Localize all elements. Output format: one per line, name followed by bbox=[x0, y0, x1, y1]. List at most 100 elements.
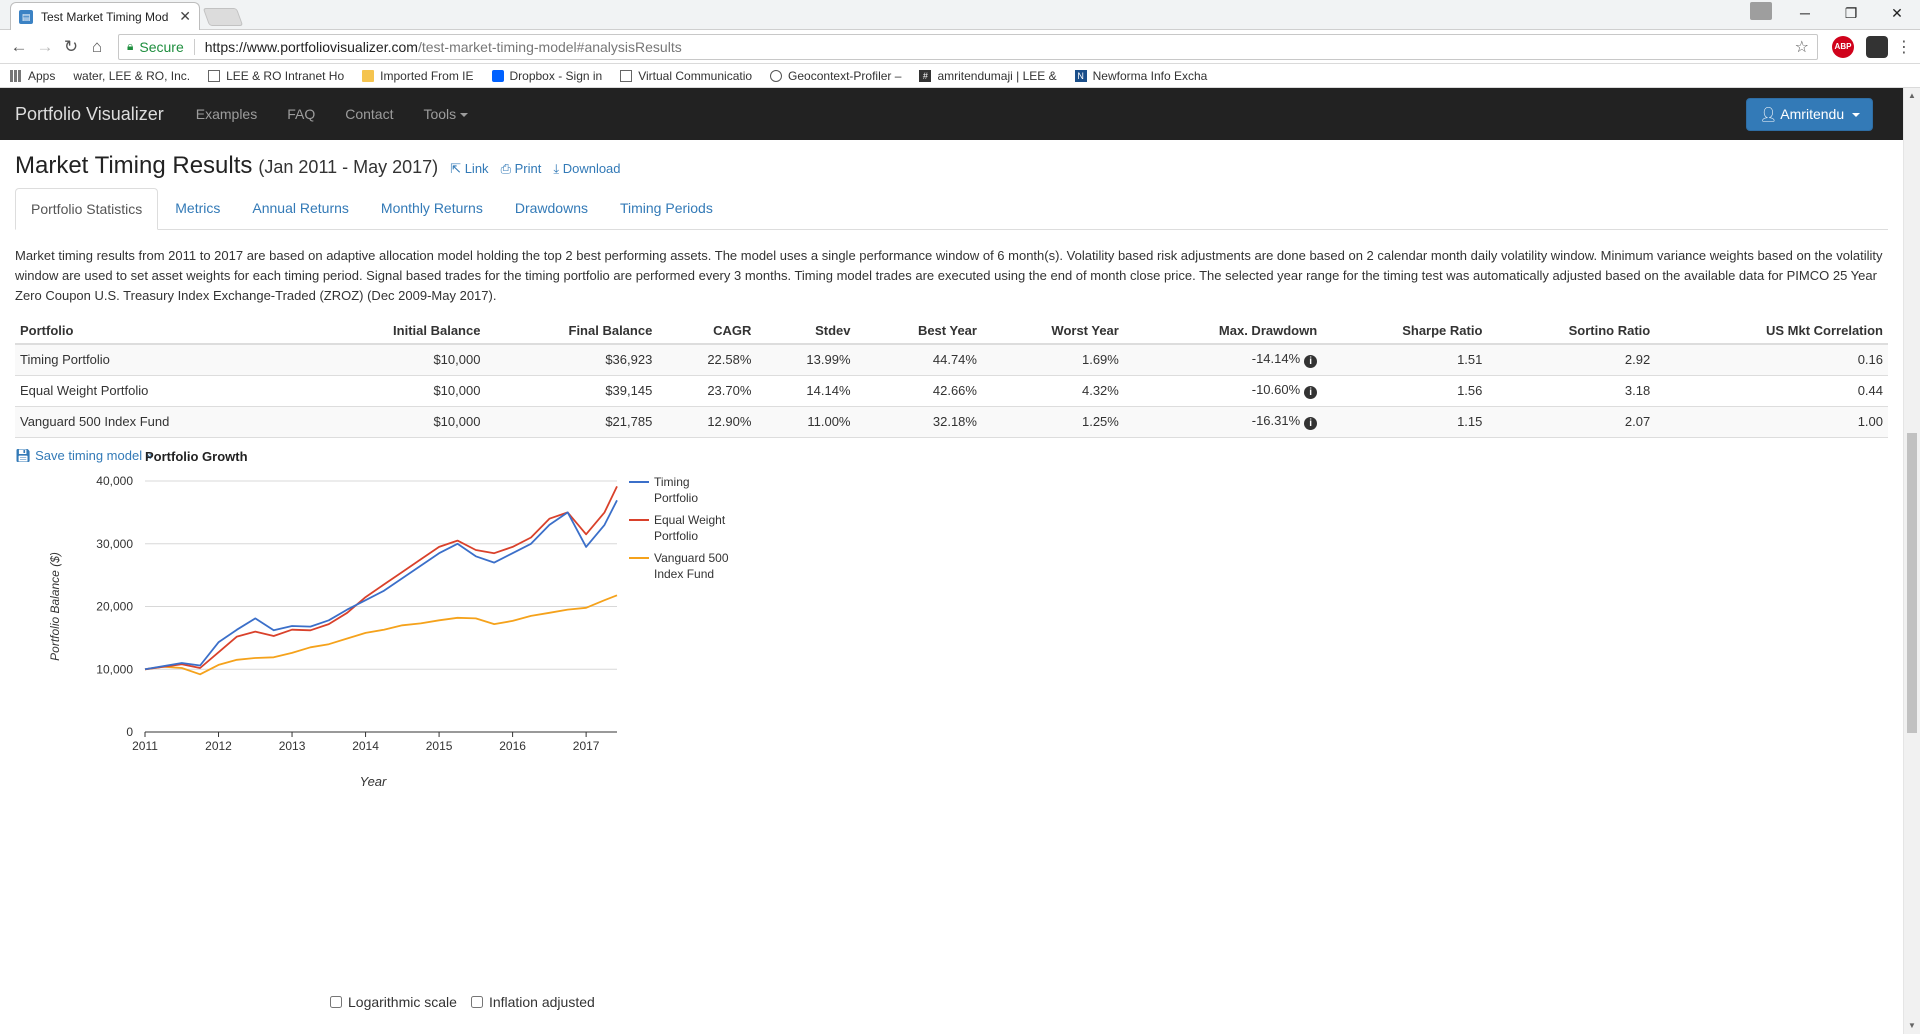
browser-toolbar: ← → ↻ ⌂ 🔒︎ Secure https://www.portfoliov… bbox=[0, 30, 1920, 64]
new-tab-button[interactable] bbox=[202, 8, 244, 26]
extension-icon[interactable] bbox=[1866, 35, 1888, 58]
nav-examples[interactable]: Examples bbox=[195, 106, 258, 122]
cell-value: 1.25% bbox=[1081, 414, 1119, 429]
minimize-icon[interactable]: ─ bbox=[1800, 5, 1810, 21]
table-cell: 0.16 bbox=[1655, 344, 1888, 376]
nav-tools[interactable]: Tools bbox=[423, 106, 469, 122]
tab-monthly-returns[interactable]: Monthly Returns bbox=[380, 200, 483, 216]
chart-title: Portfolio Growth bbox=[145, 449, 248, 464]
log-scale-checkbox[interactable] bbox=[330, 996, 342, 1008]
column-header: Portfolio bbox=[15, 318, 307, 345]
bookmark-label: Newforma Info Excha bbox=[1092, 68, 1208, 83]
bookmark-item[interactable]: LEE & RO Intranet Ho bbox=[208, 69, 344, 83]
column-header: Max. Drawdown bbox=[1123, 318, 1323, 345]
main-content: Market Timing Results (Jan 2011 - May 20… bbox=[0, 152, 1920, 464]
log-scale-option[interactable]: Logarithmic scale bbox=[330, 994, 457, 1010]
info-icon[interactable]: i bbox=[1304, 417, 1318, 430]
tab-annual-returns[interactable]: Annual Returns bbox=[252, 200, 349, 216]
bookmark-folder[interactable]: Imported From IE bbox=[362, 68, 474, 83]
page-scrollbar[interactable]: ▲ ▼ bbox=[1903, 88, 1920, 1034]
link-label: Link bbox=[464, 161, 489, 176]
lock-icon: 🔒︎ bbox=[127, 39, 134, 53]
info-icon[interactable]: i bbox=[1304, 355, 1318, 369]
page-icon bbox=[208, 69, 221, 82]
cell-value: 3.18 bbox=[1624, 383, 1651, 398]
series-line bbox=[144, 486, 618, 671]
save-link-label: Save timing model » bbox=[35, 447, 153, 463]
browser-tab[interactable]: ▤ Test Market Timing Mod ✕ bbox=[10, 2, 200, 30]
tab-close-icon[interactable]: ✕ bbox=[179, 8, 191, 24]
cell-value: $10,000 bbox=[433, 383, 481, 398]
save-timing-model-link[interactable]: 💾︎ Save timing model » bbox=[15, 448, 153, 464]
address-bar[interactable]: 🔒︎ Secure https://www.portfoliovisualize… bbox=[118, 33, 1818, 60]
results-description: Market timing results from 2011 to 2017 … bbox=[15, 248, 1883, 303]
site-brand[interactable]: Portfolio Visualizer bbox=[15, 103, 164, 124]
bookmark-item[interactable]: Geocontext-Profiler – bbox=[770, 69, 901, 83]
browser-menu-icon[interactable]: ⋮ bbox=[1896, 38, 1912, 56]
cell-value: 1.56 bbox=[1457, 383, 1483, 398]
link-button[interactable]: ⇱ Link bbox=[450, 161, 488, 177]
cell-value: 44.74% bbox=[932, 352, 977, 368]
table-cell: Timing Portfolio bbox=[15, 344, 307, 376]
dropbox-icon bbox=[491, 69, 504, 82]
cell-value: $10,000 bbox=[433, 414, 481, 429]
user-menu-button[interactable]: 👤︎ Amritendu bbox=[1746, 97, 1873, 131]
table-cell: 1.25% bbox=[981, 406, 1124, 438]
bookmark-label: Apps bbox=[28, 68, 56, 83]
bookmark-item[interactable]: Virtual Communicatio bbox=[620, 69, 752, 83]
scroll-down-icon[interactable]: ▼ bbox=[1908, 1021, 1916, 1030]
table-cell: 42.66% bbox=[855, 375, 982, 407]
tab-portfolio-statistics[interactable]: Portfolio Statistics bbox=[15, 188, 159, 230]
inflation-option[interactable]: Inflation adjusted bbox=[470, 994, 595, 1010]
table-cell: 3.18 bbox=[1487, 375, 1656, 407]
reload-icon[interactable]: ↻ bbox=[63, 36, 79, 56]
tab-metrics[interactable]: Metrics bbox=[175, 200, 221, 216]
log-scale-label: Logarithmic scale bbox=[348, 994, 457, 1010]
table-cell: -14.14% i bbox=[1123, 344, 1323, 376]
profile-icon[interactable] bbox=[1750, 2, 1772, 20]
cell-value: 11.00% bbox=[807, 414, 851, 429]
nav-faq[interactable]: FAQ bbox=[287, 106, 316, 122]
inflation-label: Inflation adjusted bbox=[488, 994, 595, 1010]
bookmark-item[interactable]: N Newforma Info Excha bbox=[1074, 68, 1208, 83]
bookmark-item[interactable]: # amritendumaji | LEE & bbox=[919, 69, 1057, 83]
scroll-up-icon[interactable]: ▲ bbox=[1908, 91, 1916, 100]
tab-timing-periods[interactable]: Timing Periods bbox=[619, 200, 713, 216]
cell-value: Timing Portfolio bbox=[20, 352, 110, 368]
table-cell: -16.31% i bbox=[1123, 406, 1323, 438]
chart-options: Logarithmic scale Inflation adjusted bbox=[330, 994, 595, 1010]
cell-value: Equal Weight Portfolio bbox=[20, 383, 149, 398]
download-button[interactable]: ⤓ Download bbox=[553, 161, 620, 177]
bookmark-item[interactable]: Dropbox - Sign in bbox=[491, 69, 602, 83]
url-path: /test-market-timing-model#analysisResult… bbox=[417, 38, 682, 55]
tab-drawdowns[interactable]: Drawdowns bbox=[514, 200, 588, 216]
bookmark-label: Imported From IE bbox=[380, 68, 474, 83]
bookmark-item[interactable]: water, LEE & RO, Inc. bbox=[73, 69, 190, 83]
table-cell: $10,000 bbox=[306, 406, 486, 438]
adblock-extension-icon[interactable]: ABP bbox=[1832, 35, 1854, 58]
table-cell: 0.44 bbox=[1655, 375, 1888, 407]
scrollbar-thumb[interactable] bbox=[1907, 433, 1917, 733]
table-cell: 22.58% bbox=[657, 344, 757, 376]
cell-value: -14.14% bbox=[1251, 351, 1301, 367]
x-tick-label: 2013 bbox=[279, 739, 306, 753]
close-window-icon[interactable]: ✕ bbox=[1891, 5, 1903, 21]
table-cell: 11.00% bbox=[756, 406, 856, 438]
site-favicon-icon: ▤ bbox=[19, 9, 33, 24]
forward-arrow-icon[interactable]: → bbox=[36, 36, 54, 56]
save-icon: 💾︎ bbox=[15, 447, 32, 463]
cell-value: 1.00 bbox=[1857, 414, 1883, 429]
nav-contact[interactable]: Contact bbox=[345, 106, 394, 122]
bookmark-star-icon[interactable]: ☆ bbox=[1794, 38, 1809, 56]
globe-icon bbox=[770, 69, 783, 82]
home-icon[interactable]: ⌂ bbox=[91, 36, 103, 56]
table-header-row: Portfolio Initial Balance Final Balance CAG… bbox=[15, 318, 1888, 345]
restore-icon[interactable]: ❐ bbox=[1844, 5, 1858, 21]
print-button[interactable]: ⎙ Print bbox=[501, 161, 542, 177]
table-cell: 1.69% bbox=[981, 344, 1124, 376]
info-icon[interactable]: i bbox=[1304, 386, 1318, 399]
bookmark-apps[interactable]: Apps bbox=[10, 69, 55, 83]
inflation-checkbox[interactable] bbox=[470, 996, 483, 1008]
back-arrow-icon[interactable]: ← bbox=[10, 36, 28, 56]
secure-label: Secure bbox=[139, 38, 195, 55]
